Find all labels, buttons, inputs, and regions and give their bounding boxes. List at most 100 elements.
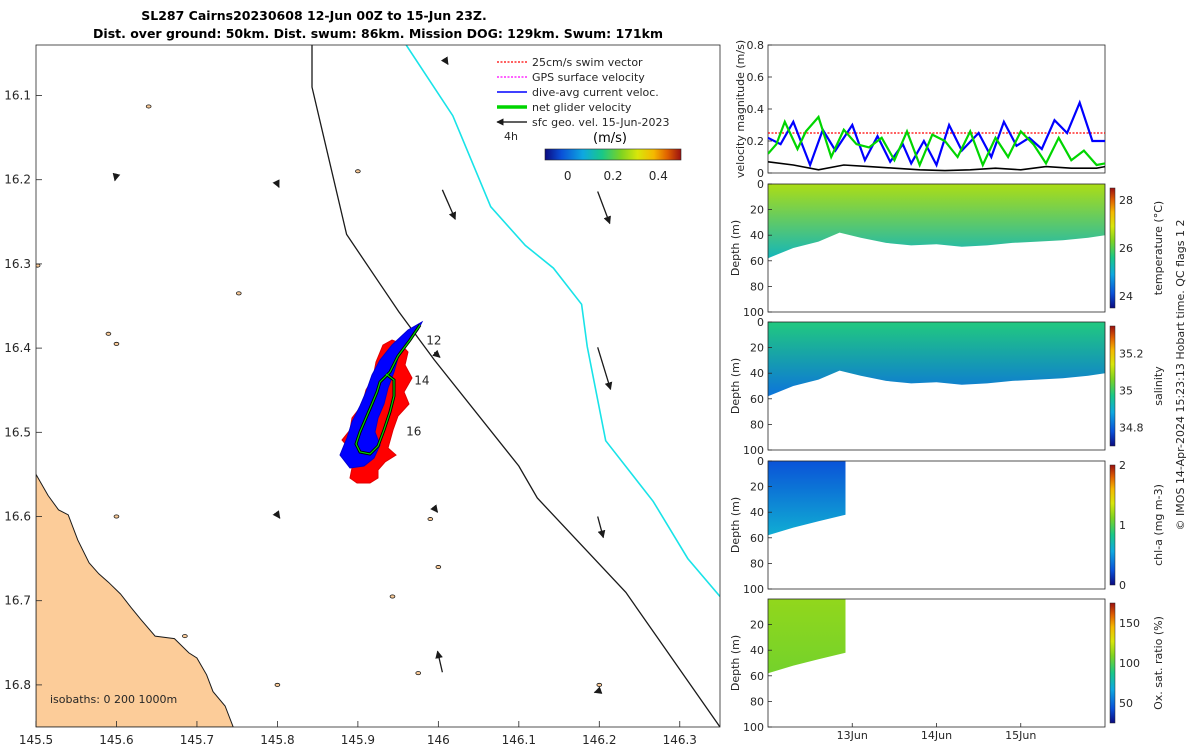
oxygen-colorbar	[1109, 602, 1116, 724]
temperature-colorbar-label: temperature (°C)	[1152, 201, 1165, 295]
salinity-y-tick-label: 80	[750, 418, 764, 431]
salinity-y-tick-label: 60	[750, 393, 764, 406]
temperature-y-tick-label: 40	[750, 229, 764, 242]
chla-y-tick-label: 20	[750, 481, 764, 494]
oxygen-y-tick-label: 60	[750, 670, 764, 683]
temperature-colorbar	[1109, 187, 1116, 309]
isobath-1000m	[405, 45, 720, 598]
temperature-frame	[767, 183, 1106, 313]
map-x-tick-label: 145.5	[19, 733, 53, 747]
oxygen-y-tick-label: 100	[743, 721, 764, 734]
legend-net-label: net glider velocity	[532, 101, 632, 114]
map-x-tick-label: 146.2	[582, 733, 616, 747]
geo-arrow-1	[597, 191, 611, 225]
reef-3	[105, 331, 112, 336]
salinity-colorbar-tick-label: 35.2	[1119, 348, 1144, 361]
track-map: 12 14 16 145.5 145.6 145.7 145.8 145.9 146 146.1…	[4, 44, 721, 747]
map-y-tick-label: 16.3	[4, 257, 31, 271]
chla-section: 0 20 40 60 80 100 Depth (m) 0 1 2 chl-a (mg m-3)	[729, 455, 1165, 596]
chla-y-tick-label: 80	[750, 557, 764, 570]
chla-y-label: Depth (m)	[729, 497, 742, 553]
chla-frame	[767, 460, 1106, 590]
reef-12	[274, 682, 281, 687]
oxygen-colorbar-tick-label: 50	[1119, 697, 1133, 710]
geo-arrow-5	[432, 349, 441, 358]
isobath-200m	[311, 45, 720, 727]
chla-colorbar	[1109, 464, 1116, 586]
track-label-16: 16	[406, 425, 421, 439]
velocity-y-axis: 0 0.2 0.4 0.6 0.8	[747, 39, 772, 180]
map-x-tick-label: 146	[427, 733, 450, 747]
map-y-tick-label: 16.7	[4, 594, 31, 608]
map-y-tick-label: 16.4	[4, 341, 31, 355]
coastline-land	[36, 473, 234, 727]
geo-arrow-3	[597, 516, 606, 539]
figure-title-line2: Dist. over ground: 50km. Dist. swum: 86k…	[93, 26, 663, 41]
legend-time-note: 4h	[504, 130, 518, 143]
salinity-colorbar-tick-label: 34.8	[1119, 422, 1144, 435]
temperature-colorbar-tick-label: 28	[1119, 194, 1133, 207]
legend-gps-label: GPS surface velocity	[532, 71, 645, 84]
velocity-series-2	[768, 114, 1105, 168]
temperature-colorbar-tick-label: 24	[1119, 290, 1133, 303]
colorbar-units: (m/s)	[593, 131, 627, 146]
temperature-y-label: Depth (m)	[729, 220, 742, 276]
geo-arrow-2	[597, 347, 613, 391]
salinity-y-label: Depth (m)	[729, 358, 742, 414]
map-x-tick-label: 146.1	[502, 733, 536, 747]
oxygen-y-label: Depth (m)	[729, 635, 742, 691]
chla-colorbar-tick-label: 1	[1119, 519, 1126, 532]
salinity-colorbar	[1109, 325, 1116, 447]
map-legend: 25cm/s swim vector GPS surface velocity …	[496, 56, 682, 183]
velocity-series-3	[768, 161, 1105, 172]
surface-geostrophic-arrows	[112, 56, 613, 694]
map-x-tick-label: 145.8	[260, 733, 294, 747]
reef-11	[113, 514, 120, 519]
geo-arrow-9	[272, 510, 281, 519]
map-x-tick-label: 145.6	[99, 733, 133, 747]
speed-colorbar-tick-label: 0	[564, 169, 572, 183]
salinity-colorbar-tick-label: 35	[1119, 385, 1133, 398]
temperature-section: 0 20 40 60 80 100 Depth (m) 24 26 28 temperature (…	[729, 178, 1165, 319]
track-label-12: 12	[426, 334, 441, 348]
oxygen-field	[768, 599, 846, 674]
chla-y-tick-label: 0	[757, 455, 764, 468]
geo-arrow-4	[435, 650, 444, 673]
legend-geo-label: sfc geo. vel. 15-Jun-2023	[532, 116, 669, 129]
oxygen-x-tick-label: 15Jun	[1005, 729, 1036, 742]
temperature-y-tick-label: 20	[750, 204, 764, 217]
map-y-tick-label: 16.8	[4, 678, 31, 692]
velocity-y-tick-label: 0.6	[747, 71, 765, 84]
credit-text: © IMOS 14-Apr-2024 15:23:13 Hobart time.…	[1174, 220, 1187, 531]
glider-track	[355, 324, 421, 455]
reef-6	[427, 517, 434, 522]
map-frame	[35, 44, 721, 728]
velocity-panel: 0 0.2 0.4 0.6 0.8 velocity magnitude (m/s)	[734, 39, 1106, 180]
reef-5	[355, 169, 361, 174]
oxygen-y-tick-label: 80	[750, 695, 764, 708]
salinity-field	[768, 322, 1105, 397]
velocity-frame	[767, 44, 1106, 174]
geo-arrow-0	[441, 189, 457, 221]
velocity-series	[768, 99, 1105, 172]
oxygen-x-tick-label: 14Jun	[921, 729, 952, 742]
oxygen-y-tick-label: 40	[750, 644, 764, 657]
chla-y-tick-label: 60	[750, 532, 764, 545]
legend-dive-avg-label: dive-avg current veloc.	[532, 86, 659, 99]
chla-field	[768, 461, 846, 536]
legend-swim-label: 25cm/s swim vector	[532, 56, 643, 69]
salinity-section: 0 20 40 60 80 100 Depth (m) 34.8 35 35.2 salinity	[729, 316, 1165, 457]
oxygen-section: 20 40 60 80 100 Depth (m) 13Jun 14Jun 15Jun 50 100…	[729, 598, 1165, 742]
chla-colorbar-tick-label: 2	[1119, 459, 1126, 472]
salinity-y-tick-label: 100	[743, 444, 764, 457]
map-y-tick-label: 16.1	[4, 89, 31, 103]
geo-arrow-10	[593, 686, 603, 694]
oxygen-colorbar-tick-label: 150	[1119, 617, 1140, 630]
velocity-y-tick-label: 0	[757, 167, 764, 180]
salinity-frame	[767, 321, 1106, 451]
temperature-y-tick-label: 80	[750, 280, 764, 293]
temperature-field	[768, 184, 1105, 259]
oxygen-colorbar-tick-label: 100	[1119, 657, 1140, 670]
